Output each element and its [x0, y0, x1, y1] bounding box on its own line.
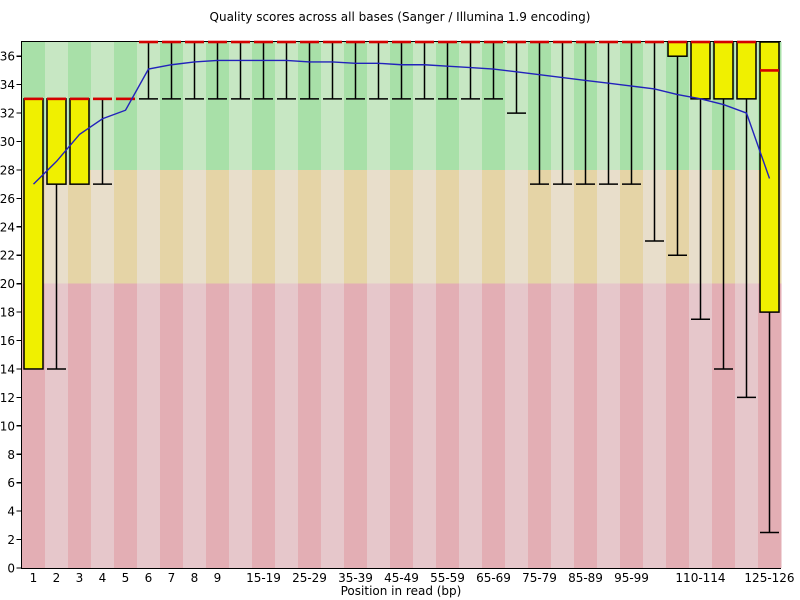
- svg-text:26: 26: [0, 192, 15, 206]
- svg-text:6: 6: [7, 476, 15, 490]
- svg-text:65-69: 65-69: [476, 571, 511, 585]
- svg-text:2: 2: [7, 533, 15, 547]
- chart-title: Quality scores across all bases (Sanger …: [209, 10, 591, 24]
- svg-text:35-39: 35-39: [338, 571, 373, 585]
- svg-text:25-29: 25-29: [292, 571, 327, 585]
- svg-text:8: 8: [7, 448, 15, 462]
- svg-text:36: 36: [0, 50, 15, 64]
- svg-text:75-79: 75-79: [522, 571, 557, 585]
- svg-text:20: 20: [0, 277, 15, 291]
- svg-text:8: 8: [191, 571, 199, 585]
- svg-text:125-126: 125-126: [744, 571, 794, 585]
- svg-text:7: 7: [168, 571, 176, 585]
- svg-text:85-89: 85-89: [568, 571, 603, 585]
- svg-text:24: 24: [0, 220, 15, 234]
- svg-text:55-59: 55-59: [430, 571, 465, 585]
- svg-text:2: 2: [53, 571, 61, 585]
- svg-text:18: 18: [0, 306, 15, 320]
- svg-text:1: 1: [30, 571, 38, 585]
- svg-text:32: 32: [0, 107, 15, 121]
- svg-text:4: 4: [7, 505, 15, 519]
- svg-text:95-99: 95-99: [614, 571, 649, 585]
- svg-text:30: 30: [0, 135, 15, 149]
- svg-text:12: 12: [0, 391, 15, 405]
- svg-text:6: 6: [145, 571, 153, 585]
- svg-text:3: 3: [76, 571, 84, 585]
- svg-text:15-19: 15-19: [246, 571, 281, 585]
- svg-text:110-114: 110-114: [675, 571, 725, 585]
- svg-text:9: 9: [214, 571, 222, 585]
- svg-text:10: 10: [0, 419, 15, 433]
- svg-text:16: 16: [0, 334, 15, 348]
- svg-text:4: 4: [99, 571, 107, 585]
- svg-text:22: 22: [0, 249, 15, 263]
- svg-text:5: 5: [122, 571, 130, 585]
- svg-text:28: 28: [0, 163, 15, 177]
- svg-text:45-49: 45-49: [384, 571, 419, 585]
- svg-text:0: 0: [7, 562, 15, 576]
- svg-text:14: 14: [0, 362, 15, 376]
- x-axis-title: Position in read (bp): [340, 584, 462, 598]
- svg-text:34: 34: [0, 78, 15, 92]
